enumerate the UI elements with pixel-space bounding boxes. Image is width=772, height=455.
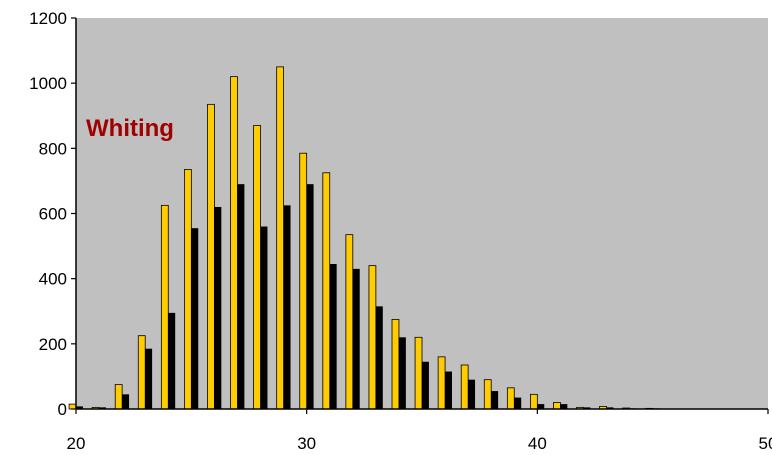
bar-series-a (68, 403, 77, 410)
bar-series-b (260, 226, 268, 409)
bar-series-b (398, 337, 406, 409)
bar-series-a (345, 234, 354, 410)
x-tick-label: 50 (759, 434, 772, 453)
bar-series-a (230, 76, 238, 410)
bar-series-a (437, 356, 446, 410)
bar-series-b (422, 361, 429, 409)
bar-series-b (468, 379, 476, 409)
bar-series-b (537, 404, 545, 409)
y-tick-label: 1200 (29, 9, 67, 28)
bar-series-a (184, 169, 192, 410)
bar-series-b (76, 406, 83, 409)
bar-series-b (606, 407, 614, 409)
bar-series-b (168, 312, 176, 409)
x-tick-label: 40 (528, 434, 547, 453)
bar-series-a (460, 364, 469, 410)
bar-series-b (491, 391, 499, 409)
y-tick-label: 400 (39, 270, 67, 289)
y-tick-label: 200 (39, 335, 67, 354)
bar-series-b (560, 404, 568, 409)
bar-series-a (276, 66, 284, 410)
bar-series-b (445, 371, 452, 409)
bar-series-a (530, 393, 538, 410)
chart-annotation: Whiting (86, 115, 174, 142)
bar-series-b (329, 264, 337, 409)
bar-series-b (145, 348, 153, 409)
x-axis-ticks: 20 30 40 50 (67, 409, 772, 453)
bar-series-a (414, 336, 423, 410)
x-tick-label: 20 (67, 434, 86, 453)
bar-series-a (137, 335, 146, 410)
y-tick-label: 800 (39, 139, 67, 158)
bar-series-a (506, 387, 515, 410)
y-tick-label: 600 (39, 205, 67, 224)
y-tick-label: 1000 (29, 74, 67, 93)
y-tick-label: 0 (58, 400, 67, 419)
x-tick-label: 30 (297, 434, 316, 453)
bar-series-b (122, 394, 130, 409)
bar-series-b (514, 397, 522, 409)
bar-series-b (191, 228, 199, 409)
series-b-bars (76, 184, 660, 409)
bar-series-a (299, 152, 308, 410)
bar-series-a (483, 379, 492, 410)
bar-series-b (283, 205, 291, 409)
bar-series-a (391, 318, 400, 410)
bar-series-a (160, 204, 169, 410)
bar-series-b (583, 407, 591, 409)
bar-series-b (237, 184, 245, 409)
bar-series-b (306, 184, 314, 409)
bar-series-a (253, 125, 261, 410)
bar-series-a (553, 402, 561, 410)
y-axis-ticks: 0 200 400 600 800 1000 1200 (29, 9, 76, 419)
bar-series-a (368, 265, 377, 410)
bar-series-a (114, 384, 123, 410)
bar-series-a (207, 103, 215, 410)
bar-series-a (322, 172, 331, 410)
bar-series-b (99, 407, 106, 409)
bar-series-b (352, 268, 360, 409)
bar-series-b (214, 206, 222, 409)
bar-series-b (375, 306, 383, 409)
